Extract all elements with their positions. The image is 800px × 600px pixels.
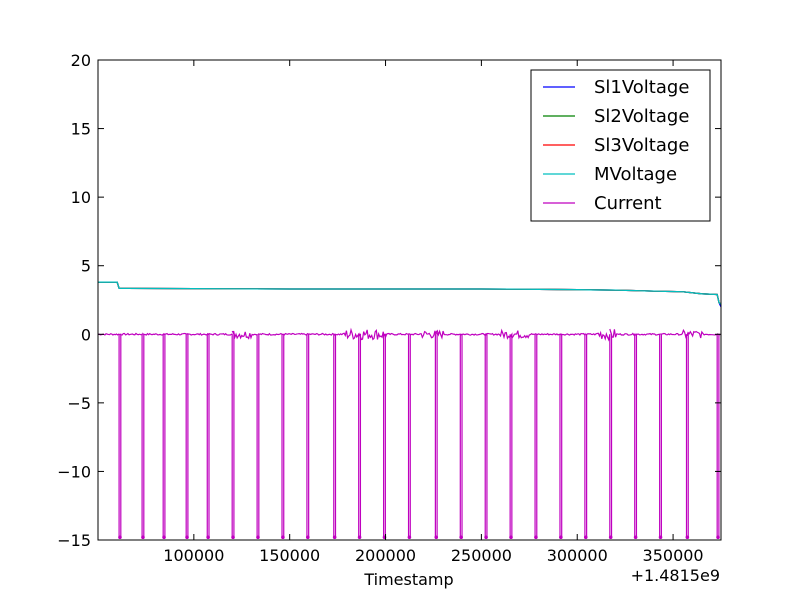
series-line-mvoltage: [98, 281, 721, 305]
series-line-current: [98, 327, 721, 538]
current-spike-point: [459, 535, 463, 540]
current-spike-point: [306, 535, 310, 540]
x-tick-label: 300000: [547, 546, 608, 565]
x-tick-label: 350000: [643, 546, 704, 565]
current-spike-point: [658, 535, 663, 540]
y-tick-label: −5: [67, 394, 91, 413]
x-axis-offset-label: +1.4815e9: [631, 566, 720, 585]
current-spike-point: [206, 535, 210, 540]
current-spike-point: [332, 535, 337, 540]
current-spike-point: [281, 535, 285, 540]
x-axis: 100000 150000 200000 250000 300000 350000: [163, 60, 704, 565]
current-spike-point: [118, 535, 122, 540]
y-axis: −15 −10 −5 0 5 10 15 20: [57, 51, 721, 550]
current-spike-point: [407, 535, 412, 540]
current-spike-point: [141, 535, 145, 540]
y-tick-label: −15: [57, 531, 91, 550]
y-tick-label: 10: [71, 188, 91, 207]
y-tick-label: 0: [81, 325, 91, 344]
plot-frame: [97, 59, 722, 541]
y-tick-label: −10: [57, 462, 91, 481]
x-axis-title: Timestamp: [363, 570, 453, 589]
x-tick-label: 250000: [451, 546, 512, 565]
current-spike-point: [185, 535, 189, 540]
x-tick-label: 150000: [259, 546, 320, 565]
current-spike-point: [256, 535, 260, 540]
x-tick-label: 200000: [355, 546, 416, 565]
legend-label: Sl2Voltage: [594, 106, 689, 127]
legend-label: MVoltage: [594, 164, 677, 185]
current-spike-point: [716, 535, 720, 540]
current-spike-point: [357, 535, 362, 540]
legend-label: Sl1Voltage: [594, 77, 689, 98]
current-spike-point: [534, 535, 538, 540]
y-tick-label: 5: [81, 257, 91, 276]
current-spike-point: [583, 535, 588, 540]
current-spike-point: [509, 535, 513, 540]
legend-label: Current: [594, 193, 662, 214]
current-spike-point: [162, 535, 166, 540]
current-spike-point: [685, 535, 690, 540]
y-tick-label: 15: [71, 120, 91, 139]
current-spike-point: [231, 535, 235, 540]
current-spike-point: [608, 535, 613, 540]
legend-label: Sl3Voltage: [594, 135, 689, 156]
series-layer: [98, 281, 721, 540]
x-tick-label: 100000: [163, 546, 224, 565]
current-spike-point: [484, 535, 488, 540]
current-spike-point: [559, 535, 563, 540]
y-tick-label: 20: [71, 51, 91, 70]
legend: Sl1Voltage Sl2Voltage Sl3Voltage MVoltage Cu…: [530, 69, 711, 222]
current-spike-point: [434, 535, 439, 540]
current-spike-point: [633, 535, 638, 540]
